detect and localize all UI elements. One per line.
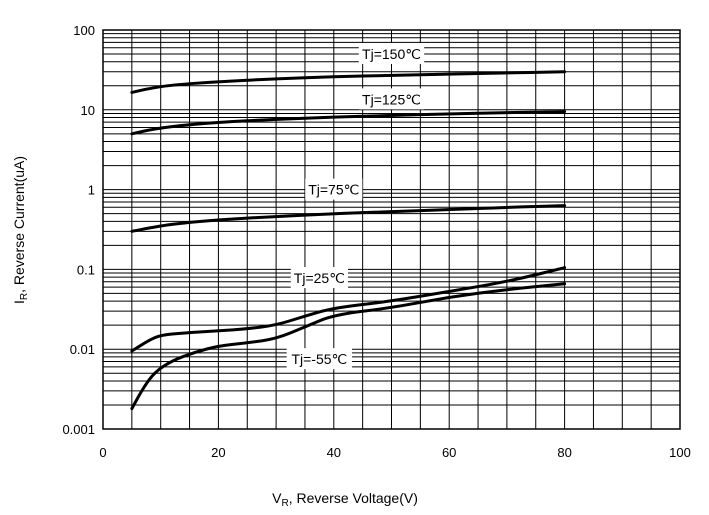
y-tick-label: 0.01 <box>70 342 95 357</box>
x-tick-label: 0 <box>99 445 106 460</box>
curve-label: Tj=25℃ <box>294 270 345 286</box>
plot-frame <box>102 29 681 430</box>
y-tick-label: 100 <box>73 23 95 38</box>
x-tick-label: 40 <box>327 445 341 460</box>
curve-label-bg <box>358 43 425 65</box>
series-line <box>130 70 567 94</box>
series-line <box>130 110 567 136</box>
x-tick-label: 100 <box>669 445 691 460</box>
curve-label: Tj=75℃ <box>308 182 359 198</box>
curve-label-bg <box>305 178 363 200</box>
y-tick-label: 0.1 <box>77 262 95 277</box>
x-tick-label: 20 <box>211 445 225 460</box>
x-axis-title: VR, Reverse Voltage(V) <box>272 490 418 509</box>
series-group <box>130 70 567 411</box>
series-line <box>130 282 567 411</box>
y-axis-title: IR, Reverse Current(uA) <box>11 156 30 304</box>
x-tick-label: 80 <box>557 445 571 460</box>
y-tick-label: 10 <box>81 103 95 118</box>
curve-label: Tj=125℃ <box>362 91 421 107</box>
curve-labels: Tj=150℃ Tj=125℃ Tj=75℃ Tj=25℃ Tj=-55℃ <box>286 43 425 370</box>
y-tick-labels: 0.001 0.01 0.1 1 10 100 <box>62 23 95 437</box>
curve-label-bg <box>358 88 425 110</box>
y-tick-label: 1 <box>88 183 95 198</box>
series-line <box>130 204 567 233</box>
curve-label: Tj=-55℃ <box>291 351 347 367</box>
y-tick-label: 0.001 <box>62 422 95 437</box>
curve-label-bg <box>290 267 348 289</box>
curve-label: Tj=150℃ <box>362 46 421 62</box>
series-line <box>130 266 567 353</box>
curve-label-bg <box>286 348 353 370</box>
x-tick-label: 60 <box>442 445 456 460</box>
grid <box>103 30 680 429</box>
x-tick-labels: 0 20 40 60 80 100 <box>99 445 690 460</box>
